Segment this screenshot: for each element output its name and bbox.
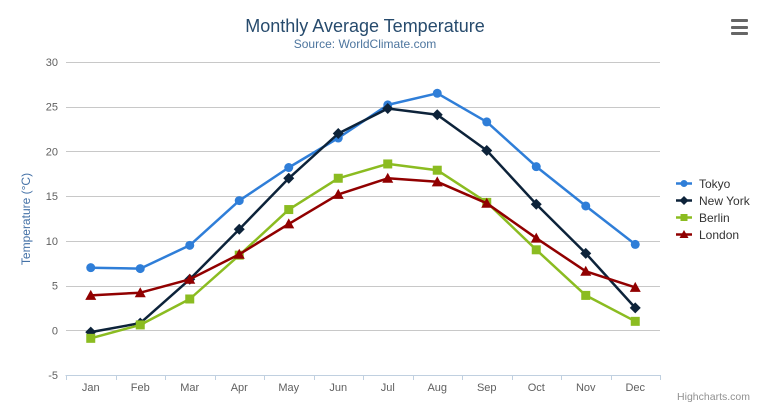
data-point-marker[interactable] (333, 173, 343, 183)
legend-marker (680, 214, 688, 221)
x-axis-tick-label: Apr (231, 382, 248, 394)
chart-subtitle: Source: WorldClimate.com (293, 37, 437, 51)
data-point-marker[interactable] (383, 159, 393, 169)
y-axis-tick-label: 20 (46, 146, 58, 158)
data-point-marker[interactable] (332, 188, 344, 199)
circle-legend-marker-icon (676, 180, 692, 187)
data-point-marker[interactable] (531, 162, 541, 172)
x-axis-tick-label: Aug (427, 382, 447, 394)
series-new-york[interactable] (85, 103, 641, 338)
series-line (89, 177, 637, 297)
y-axis-tick-label: 0 (52, 325, 58, 337)
x-axis-tick-label: Nov (576, 382, 596, 394)
data-point-marker[interactable] (530, 198, 542, 210)
data-point-marker[interactable] (284, 205, 294, 215)
y-axis-tick-label: 15 (46, 191, 58, 203)
x-axis-tick-label: Jun (329, 382, 347, 394)
legend-item-london[interactable]: London (674, 226, 750, 243)
y-axis-tick-label: -5 (48, 370, 58, 382)
x-axis-tick-label: Sep (477, 382, 497, 394)
data-point-marker[interactable] (580, 265, 592, 276)
series-london[interactable] (85, 172, 641, 300)
legend-item-label: London (699, 227, 740, 242)
y-axis-tick-label: 25 (46, 102, 58, 114)
data-point-marker[interactable] (185, 240, 195, 250)
legend-item-new-york[interactable]: New York (674, 192, 750, 209)
data-point-marker[interactable] (432, 165, 442, 175)
data-point-marker[interactable] (431, 109, 443, 121)
data-point-marker[interactable] (134, 287, 146, 298)
legend-item-label: Tokyo (699, 176, 731, 191)
x-axis-tick-label: May (278, 382, 299, 394)
data-point-marker[interactable] (432, 88, 442, 98)
data-point-marker[interactable] (630, 316, 640, 326)
data-point-marker[interactable] (580, 247, 592, 259)
data-point-marker[interactable] (530, 232, 542, 243)
data-point-marker[interactable] (581, 201, 591, 211)
data-point-marker[interactable] (332, 128, 344, 140)
data-point-marker[interactable] (481, 145, 493, 157)
y-axis-tick-label: 30 (46, 57, 58, 69)
data-point-marker[interactable] (531, 245, 541, 255)
data-point-marker[interactable] (135, 264, 145, 274)
data-point-marker[interactable] (85, 289, 97, 300)
data-point-marker[interactable] (581, 290, 591, 300)
diamond-legend-marker-icon (676, 196, 692, 205)
data-point-marker[interactable] (135, 320, 145, 330)
hamburger-icon (731, 32, 748, 35)
legend-item-label: New York (699, 193, 750, 208)
data-point-marker[interactable] (185, 294, 195, 304)
data-point-marker[interactable] (629, 281, 641, 292)
data-point-marker[interactable] (283, 218, 295, 229)
data-point-marker[interactable] (482, 117, 492, 127)
series-line (89, 107, 637, 334)
triangle-legend-marker-icon (676, 230, 692, 238)
series-line (89, 92, 637, 270)
data-point-marker[interactable] (431, 176, 443, 187)
data-point-marker[interactable] (86, 333, 96, 343)
series-line (89, 162, 637, 340)
x-axis-tick-label: Dec (625, 382, 645, 394)
x-axis-tick-label: Oct (528, 382, 545, 394)
data-point-marker[interactable] (382, 172, 394, 183)
y-axis-tick-label: 5 (52, 281, 58, 293)
credits-link[interactable]: Highcharts.com (677, 391, 750, 403)
data-point-marker[interactable] (184, 273, 196, 284)
x-axis-tick-label: Feb (131, 382, 150, 394)
x-axis-tick-label: Jul (381, 382, 395, 394)
x-axis-tick-label: Jan (82, 382, 100, 394)
chart-title: Monthly Average Temperature (245, 16, 485, 36)
data-point-marker[interactable] (234, 196, 244, 206)
data-point-marker[interactable] (86, 263, 96, 273)
legend-marker (680, 180, 688, 187)
y-axis-tick-label: 10 (46, 236, 58, 248)
legend-item-tokyo[interactable]: Tokyo (674, 175, 750, 192)
data-point-marker[interactable] (284, 163, 294, 173)
data-point-marker[interactable] (481, 197, 493, 208)
data-point-marker[interactable] (630, 239, 640, 249)
legend: Tokyo New York Berlin London (674, 175, 750, 243)
hamburger-icon (731, 19, 748, 22)
legend-marker (679, 196, 689, 205)
hamburger-icon (731, 25, 748, 29)
legend-marker (679, 230, 689, 238)
data-point-marker[interactable] (283, 172, 295, 184)
data-point-marker[interactable] (233, 223, 245, 235)
data-point-marker[interactable] (233, 248, 245, 259)
square-legend-marker-icon (676, 214, 692, 221)
x-axis-tick-label: Mar (180, 382, 199, 394)
data-point-marker[interactable] (382, 103, 394, 115)
legend-item-berlin[interactable]: Berlin (674, 209, 750, 226)
export-menu-button[interactable] (731, 18, 750, 36)
y-axis-title: Temperature (°C) (19, 172, 33, 266)
data-point-marker[interactable] (629, 302, 641, 314)
series-tokyo[interactable] (86, 88, 640, 274)
legend-item-label: Berlin (699, 210, 730, 225)
